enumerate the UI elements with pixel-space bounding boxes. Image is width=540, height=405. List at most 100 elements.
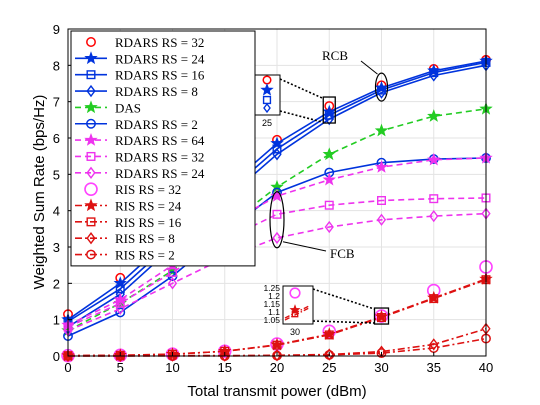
data-point [63, 349, 73, 363]
inset-y-tick: 1.05 [263, 315, 280, 325]
series-line [68, 328, 487, 357]
legend-label: RDARS RS = 64 [115, 133, 205, 148]
inset-frame [253, 74, 281, 116]
data-point [115, 302, 125, 315]
data-point [270, 136, 284, 150]
y-axis-label: Weighted Sum Rate (bps/Hz) [31, 95, 48, 290]
y-tick-label: 7 [53, 95, 60, 110]
data-point [272, 209, 282, 219]
data-point [272, 148, 282, 161]
x-tick-label: 10 [165, 360, 179, 375]
data-point [86, 70, 96, 80]
legend-label: RDARS RS = 16 [115, 68, 205, 83]
legend-label: RDARS RS = 8 [115, 84, 198, 99]
y-tick-label: 9 [53, 22, 60, 37]
data-point [376, 348, 387, 359]
y-tick-label: 3 [53, 240, 60, 255]
y-tick-label: 8 [53, 58, 60, 73]
data-point [86, 166, 96, 179]
legend-box [70, 30, 256, 267]
data-point [377, 85, 387, 95]
data-point [429, 294, 439, 304]
data-point [86, 232, 96, 245]
legend-label: RDARS RS = 24 [115, 51, 205, 66]
data-point [84, 51, 98, 65]
data-point [324, 200, 334, 210]
rcb-ellipse [374, 72, 389, 102]
legend-entry: RDARS RS = 8 [75, 84, 198, 99]
data-point [324, 330, 334, 340]
data-point [263, 102, 271, 114]
fcb-ellipse [269, 191, 285, 249]
data-point [84, 182, 98, 196]
data-point [84, 198, 98, 212]
inset-connector [312, 320, 375, 324]
legend-label: DAS [115, 100, 141, 115]
inset-connector [312, 288, 375, 310]
data-point [322, 172, 336, 186]
data-point [429, 69, 439, 82]
data-point [115, 349, 125, 363]
legend-entry: RDARS RS = 24 [75, 166, 205, 181]
data-point [167, 277, 178, 290]
data-point [86, 37, 96, 47]
y-tick-label: 1 [53, 313, 60, 328]
data-point [427, 152, 441, 166]
legend-entry: RDARS RS = 32 [75, 149, 204, 164]
y-tick-label: 4 [53, 204, 60, 219]
data-point [429, 209, 439, 223]
data-point [376, 86, 387, 99]
data-point [322, 147, 336, 161]
inset-frame [282, 285, 314, 325]
data-point [115, 284, 125, 294]
data-point [272, 231, 282, 245]
legend-entry: RDARS RS = 32 [86, 35, 204, 50]
x-tick-label: 0 [64, 360, 71, 375]
x-tick-label: 15 [218, 360, 232, 375]
data-point [115, 307, 126, 318]
data-point [270, 189, 284, 202]
data-point [86, 151, 96, 161]
legend-entry: DAS [75, 100, 141, 115]
inset-y-tick: 1.25 [263, 283, 280, 293]
data-point [260, 82, 274, 96]
data-point [86, 249, 96, 260]
inset-x-tick: 25 [262, 118, 272, 128]
legend-entry: RIS RS = 2 [75, 248, 175, 263]
x-axis-label: Total transmit power (dBm) [187, 383, 366, 400]
rcb-arrow [360, 60, 378, 75]
inset-connector [279, 78, 323, 99]
data-point [324, 112, 334, 126]
y-tick-label: 6 [53, 131, 60, 146]
inset-y-tick: 1.2 [268, 291, 280, 301]
zoom-box-ris [373, 307, 390, 325]
data-point [86, 217, 96, 227]
legend-label: RDARS RS = 32 [115, 149, 204, 164]
data-point [84, 133, 98, 146]
data-point [322, 324, 337, 339]
x-tick-label: 30 [374, 360, 388, 375]
fcb-arrow [282, 241, 327, 252]
data-point [84, 100, 98, 114]
data-point [272, 340, 282, 350]
data-point [429, 338, 439, 351]
legend-entry: RDARS RS = 24 [75, 51, 205, 66]
legend-label: RDARS RS = 2 [115, 117, 198, 132]
series-line [68, 337, 487, 357]
y-tick-label: 5 [53, 167, 60, 182]
data-point [427, 109, 441, 122]
inset-y-tick: 1.15 [263, 299, 280, 309]
data-point [291, 310, 299, 318]
inset-y-tick: 1.1 [268, 307, 280, 317]
y-tick-label: 2 [53, 276, 60, 291]
data-point [272, 144, 282, 154]
legend-entry: RIS RS = 8 [75, 231, 175, 246]
legend-entry: RDARS RS = 16 [75, 68, 205, 83]
legend-label: RIS RS = 2 [115, 248, 175, 263]
fcb-label: FCB [330, 246, 355, 261]
data-point [324, 349, 335, 360]
legend-entry: RIS RS = 32 [84, 182, 181, 197]
